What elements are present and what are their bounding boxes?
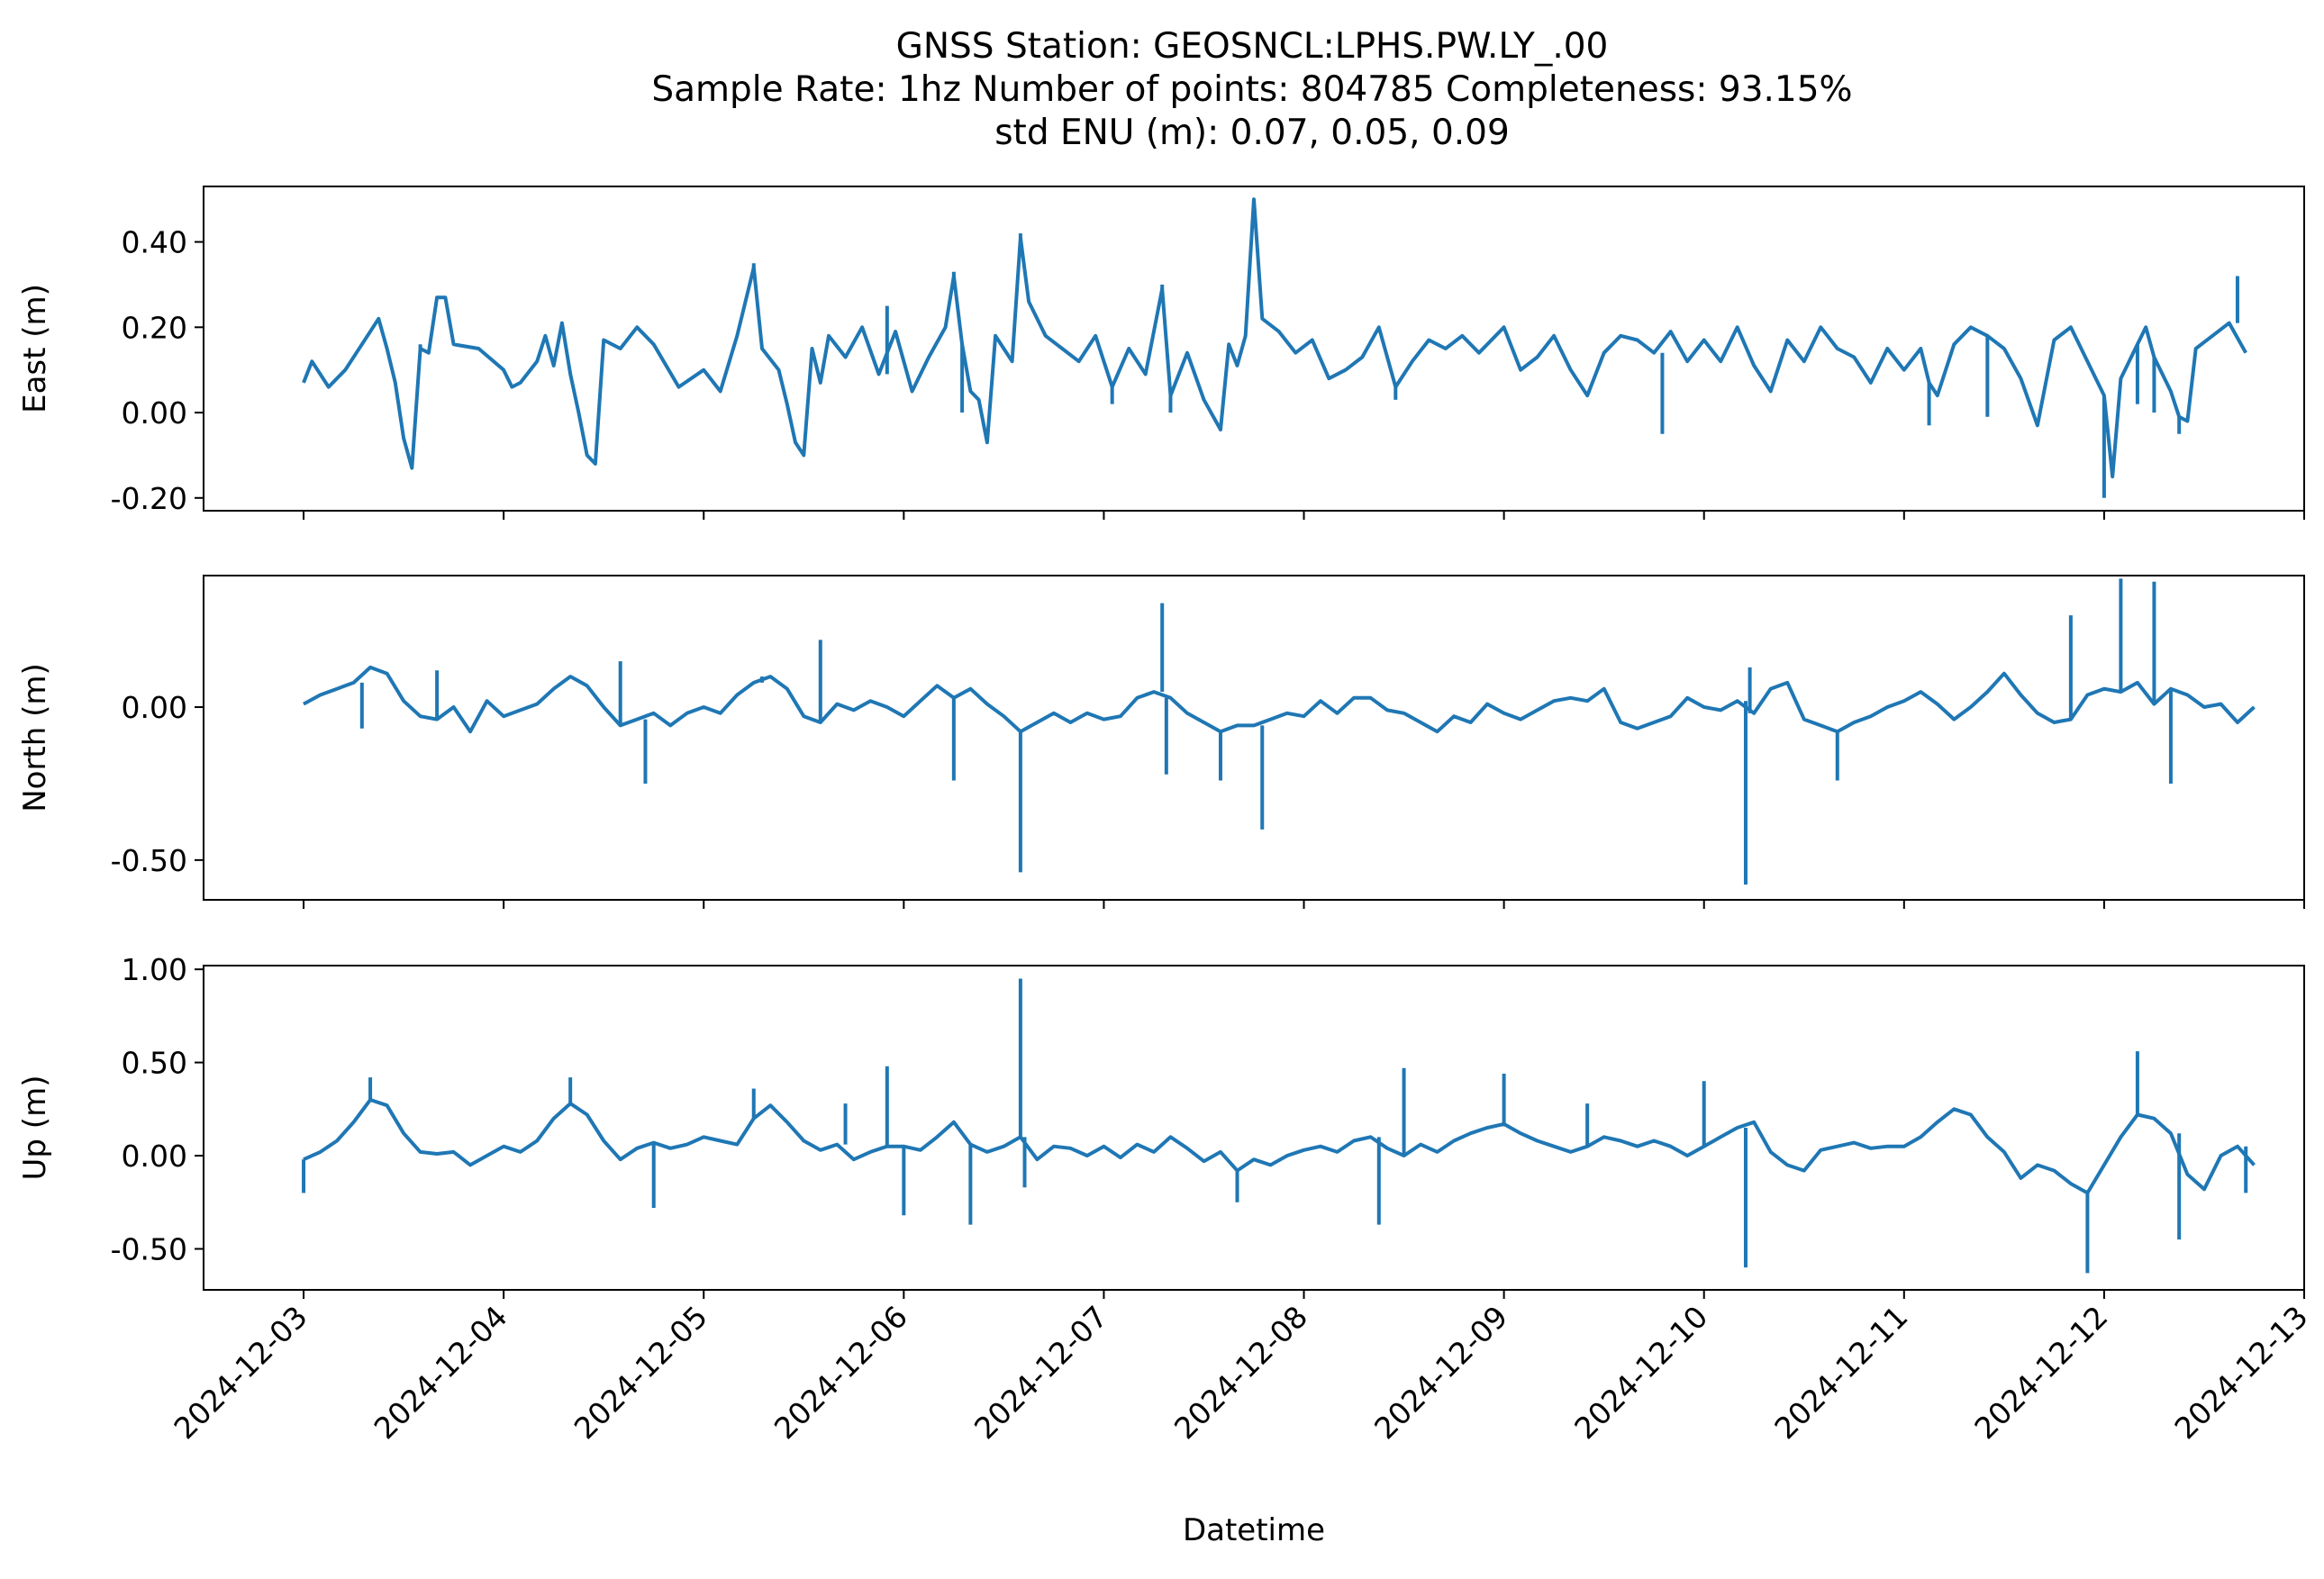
y-axis-label: North (m) xyxy=(17,663,53,812)
y-tick-label: 1.00 xyxy=(122,952,187,987)
y-tick-label: -0.50 xyxy=(111,1231,187,1266)
chart-title-line-2: Sample Rate: 1hz Number of points: 80478… xyxy=(651,69,1852,110)
y-tick-label: 0.00 xyxy=(122,395,187,431)
y-tick-label: -0.20 xyxy=(111,481,187,516)
y-tick-label: 0.20 xyxy=(122,310,187,345)
panel-east: -0.20 0.00 0.20 0.40 East (m) xyxy=(17,186,2305,520)
chart-title-line-1: GNSS Station: GEOSNCL:LPHS.PW.LY_.00 xyxy=(896,26,1609,67)
y-tick-label: 0.00 xyxy=(122,690,187,725)
y-axis-label: East (m) xyxy=(17,284,53,413)
y-tick-label: 0.00 xyxy=(122,1139,187,1174)
axes-frame xyxy=(203,575,2305,901)
series-line xyxy=(303,1098,2256,1195)
chart-title-line-3: std ENU (m): 0.07, 0.05, 0.09 xyxy=(994,113,1510,153)
series-line xyxy=(303,665,2256,734)
y-tick-label: -0.50 xyxy=(111,843,187,878)
series-line xyxy=(302,197,2247,479)
y-tick-label: 0.40 xyxy=(122,225,187,260)
y-axis-label: Up (m) xyxy=(17,1075,53,1181)
x-axis-label: Datetime xyxy=(1183,1512,1325,1548)
y-tick-label: 0.50 xyxy=(122,1046,187,1081)
axes-frame xyxy=(203,186,2305,512)
axes-frame xyxy=(203,965,2305,1291)
panel-north: -0.50 0.00 North (m) xyxy=(17,575,2305,909)
